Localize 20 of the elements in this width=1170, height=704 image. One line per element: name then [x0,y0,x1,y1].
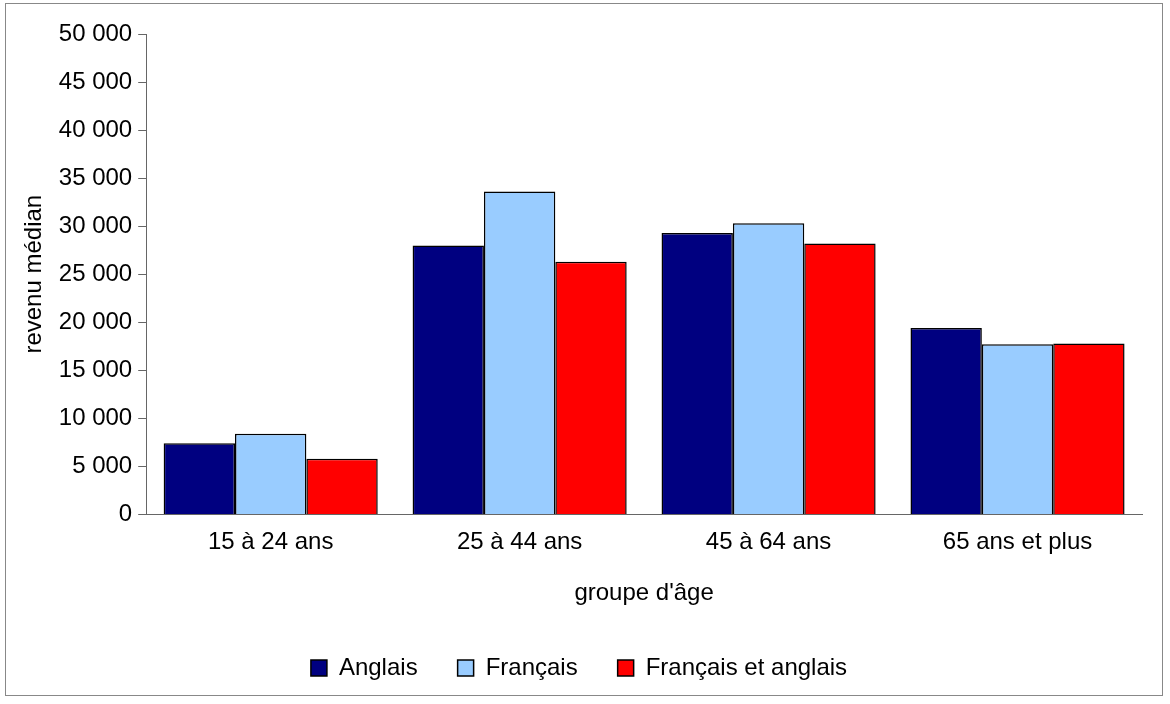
x-tick-label: 45 à 64 ans [705,527,832,555]
legend-label: Anglais [338,652,418,680]
y-tick-label: 45 000 [58,66,133,94]
y-tick-label: 50 000 [58,18,133,46]
x-tick-label: 65 ans et plus [942,527,1093,555]
legend-label: Français et anglais [645,652,848,680]
y-tick-label: 25 000 [58,258,133,286]
y-tick-label: 40 000 [58,114,133,142]
y-tick-label: 5 000 [72,450,133,478]
y-tick-label: 20 000 [58,306,133,334]
y-tick-label: 0 [118,499,133,527]
legend-label: Français [485,652,578,680]
y-tick-label: 30 000 [58,210,133,238]
y-tick-label: 10 000 [58,402,133,430]
x-axis-title: groupe d'âge [574,578,714,606]
x-tick-label: 25 à 44 ans [456,527,583,555]
y-axis-title: revenu médian [19,194,47,354]
y-tick-label: 35 000 [58,162,133,190]
x-tick-label: 15 à 24 ans [207,527,334,555]
y-tick-label: 15 000 [58,354,133,382]
